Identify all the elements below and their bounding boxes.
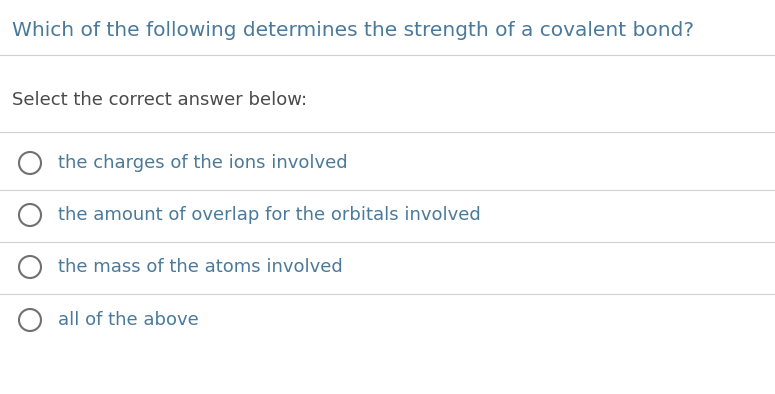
Text: Select the correct answer below:: Select the correct answer below: xyxy=(12,91,307,109)
Text: all of the above: all of the above xyxy=(58,311,198,329)
Text: Which of the following determines the strength of a covalent bond?: Which of the following determines the st… xyxy=(12,20,694,39)
Text: the amount of overlap for the orbitals involved: the amount of overlap for the orbitals i… xyxy=(58,206,481,224)
Text: the charges of the ions involved: the charges of the ions involved xyxy=(58,154,348,172)
Text: the mass of the atoms involved: the mass of the atoms involved xyxy=(58,258,343,276)
